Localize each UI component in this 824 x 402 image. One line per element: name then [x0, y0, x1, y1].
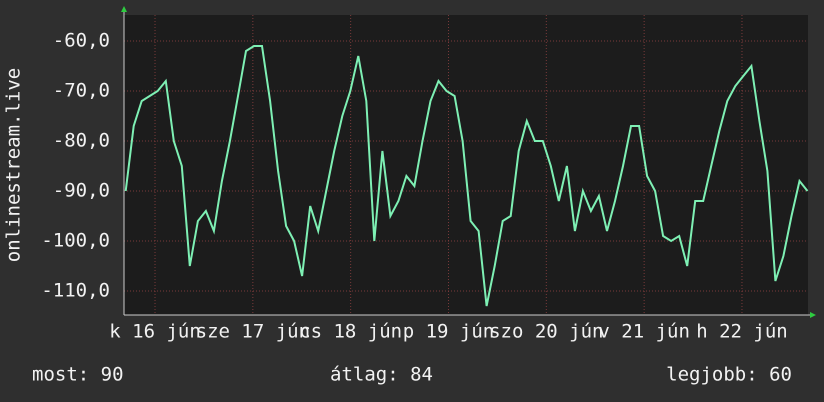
y-axis-label: onlinestream.live	[3, 68, 25, 262]
x-tick-label: szo 20 jún	[489, 321, 603, 343]
marks	[124, 45, 809, 307]
footer-best: legjobb: 60	[666, 364, 792, 386]
footer-current: most: 90	[32, 364, 124, 386]
y-arrow	[121, 6, 127, 12]
x-tick-label: k 16 jún	[109, 321, 201, 343]
y-tick-label: -70,0	[53, 80, 110, 102]
y-tick-label: -90,0	[53, 180, 110, 202]
x-tick-label: cs 18 jún	[299, 321, 402, 343]
x-arrow	[810, 312, 816, 318]
y-tick-label: -80,0	[53, 130, 110, 152]
y-tick-label: -60,0	[53, 30, 110, 52]
grid	[124, 15, 808, 315]
footer-average: átlag: 84	[330, 364, 433, 386]
x-tick-label: h 22 jún	[696, 321, 788, 343]
y-tick-label: -110,0	[41, 280, 110, 302]
y-tick-label: -100,0	[41, 230, 110, 252]
x-tick-label: sze 17 jún	[196, 321, 310, 343]
series-line	[124, 45, 809, 307]
x-tick-label: p 19 jún	[403, 321, 495, 343]
x-tick-label: v 21 jún	[598, 321, 690, 343]
